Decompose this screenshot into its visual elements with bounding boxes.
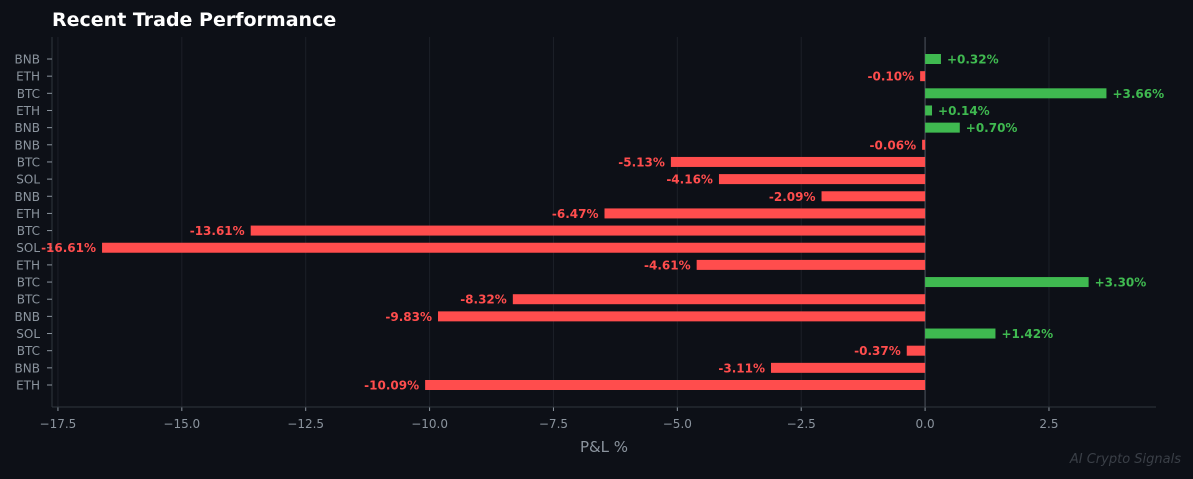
chart-title: Recent Trade Performance: [52, 9, 337, 31]
x-tick-label: −5.0: [663, 417, 692, 431]
bar: [250, 225, 926, 236]
y-tick-label: ETH: [16, 70, 40, 84]
y-tick-label: ETH: [16, 207, 40, 221]
y-tick-label: SOL: [16, 173, 40, 187]
x-tick-label: −7.5: [539, 417, 568, 431]
bar: [102, 242, 926, 253]
bar: [438, 311, 926, 322]
data-label: -13.61%: [190, 224, 245, 238]
y-tick-label: ETH: [16, 258, 40, 272]
data-label: -6.47%: [552, 207, 599, 221]
y-tick-label: BNB: [15, 53, 40, 67]
data-label: -0.37%: [854, 344, 901, 358]
y-tick-label: BNB: [15, 361, 40, 375]
y-tick-label: SOL: [16, 327, 40, 341]
bar: [770, 362, 926, 373]
y-tick-label: BTC: [17, 293, 40, 307]
y-tick-label: BNB: [15, 138, 40, 152]
bar: [670, 156, 926, 167]
y-tick-label: BNB: [15, 190, 40, 204]
bar: [922, 139, 926, 150]
y-tick-label: BTC: [17, 276, 40, 290]
x-tick-label: −15.0: [163, 417, 200, 431]
data-label: -8.32%: [460, 293, 507, 307]
data-label: +0.32%: [947, 53, 999, 67]
bar: [925, 105, 933, 116]
bar: [906, 345, 926, 356]
x-tick-label: −12.5: [287, 417, 324, 431]
data-label: -5.13%: [618, 155, 665, 169]
x-tick-label: −2.5: [787, 417, 816, 431]
y-tick-label: ETH: [16, 379, 40, 393]
bar: [925, 122, 960, 133]
y-tick-label: SOL: [16, 241, 40, 255]
data-label: +3.66%: [1112, 87, 1164, 101]
watermark: AI Crypto Signals: [1069, 452, 1181, 467]
x-axis-label: P&L %: [580, 438, 628, 456]
data-label: -0.10%: [868, 70, 915, 84]
data-label: +0.70%: [966, 121, 1018, 135]
data-label: -10.09%: [364, 379, 419, 393]
x-tick-label: −10.0: [411, 417, 448, 431]
x-tick-label: −17.5: [40, 417, 77, 431]
bar: [696, 259, 926, 270]
data-label: +1.42%: [1001, 327, 1053, 341]
y-tick-label: BNB: [15, 310, 40, 324]
x-tick-label: 2.5: [1039, 417, 1058, 431]
bar: [604, 208, 926, 219]
x-tick-label: 0.0: [916, 417, 935, 431]
bar: [925, 277, 1089, 288]
data-label: -0.06%: [869, 138, 916, 152]
data-label: -2.09%: [769, 190, 816, 204]
y-tick-label: BTC: [17, 224, 40, 238]
y-tick-label: BNB: [15, 121, 40, 135]
bar: [925, 88, 1107, 99]
y-tick-label: ETH: [16, 104, 40, 118]
data-label: +3.30%: [1095, 276, 1147, 290]
data-label: -3.11%: [718, 361, 765, 375]
data-label: -4.16%: [666, 173, 713, 187]
bar: [718, 174, 926, 185]
bar: [425, 380, 926, 390]
bar: [925, 54, 941, 64]
bar: [821, 191, 926, 202]
bar: [920, 71, 926, 82]
data-label: -4.61%: [644, 258, 691, 272]
data-label: -9.83%: [385, 310, 432, 324]
bar: [512, 294, 926, 305]
data-label: +0.14%: [938, 104, 990, 118]
y-tick-label: BTC: [17, 87, 40, 101]
data-label: -16.61%: [41, 241, 96, 255]
bar: [925, 328, 996, 339]
y-tick-label: BTC: [17, 344, 40, 358]
y-tick-label: BTC: [17, 155, 40, 169]
